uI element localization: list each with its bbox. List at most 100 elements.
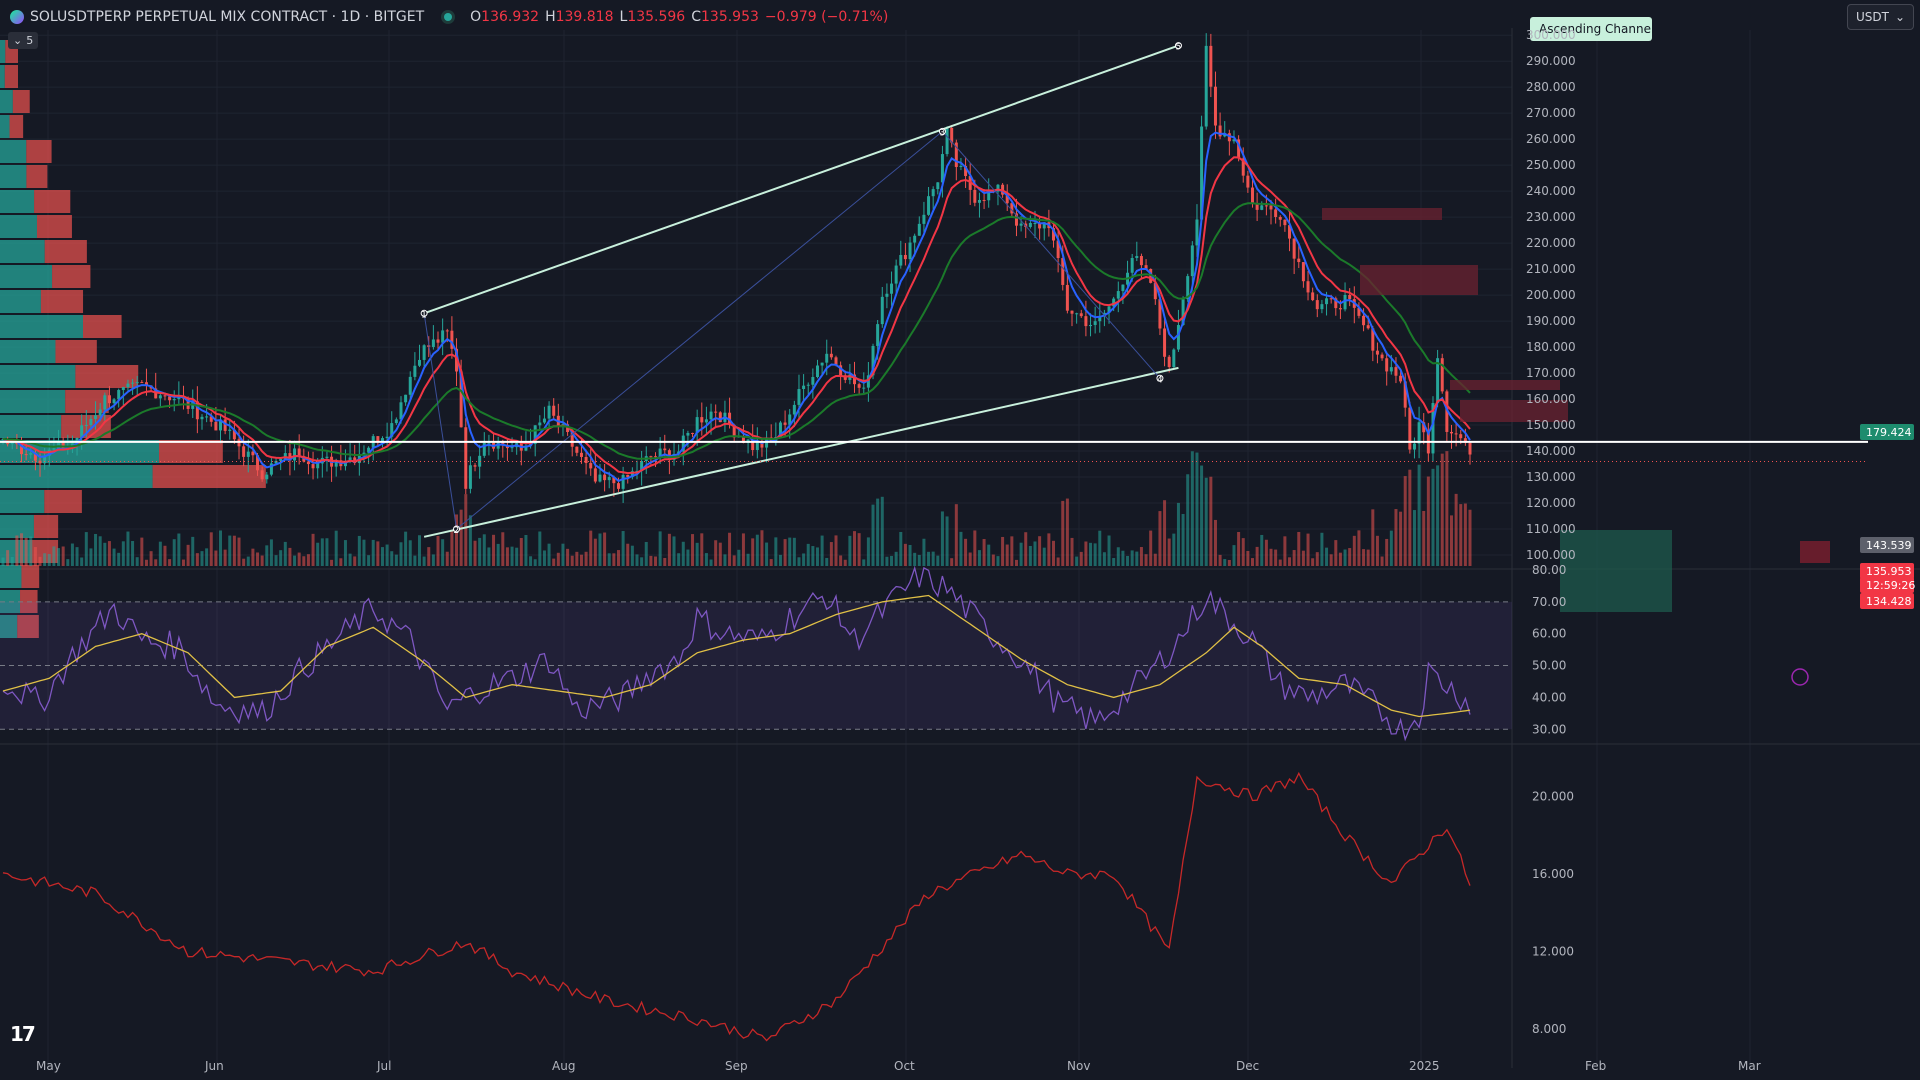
close-label: C (691, 9, 701, 25)
profile-bar-down (44, 240, 87, 263)
volume-bar (376, 541, 380, 566)
candle-body (973, 189, 977, 203)
volume-bar (367, 555, 371, 566)
zone-box (1322, 208, 1442, 220)
candle-body (899, 254, 903, 266)
pivot-marker (1174, 42, 1182, 50)
candle-body (1116, 291, 1120, 299)
volume-bar (1454, 493, 1458, 566)
candle-body (251, 451, 255, 456)
candle-body (1389, 367, 1393, 372)
volume-bar (1186, 474, 1190, 566)
candle-body (1065, 284, 1069, 311)
volume-bar (371, 539, 375, 566)
candle-body (1056, 240, 1060, 259)
volume-bar (1158, 511, 1162, 566)
volume-bar (1047, 533, 1051, 566)
pivot-label: 5 (1175, 43, 1181, 53)
volume-bar (1126, 555, 1130, 566)
volume-bar (1436, 465, 1440, 566)
profile-bar-down (52, 265, 91, 288)
volume-bar (612, 553, 616, 566)
candle-body (1315, 300, 1319, 310)
candle-body (1186, 276, 1190, 300)
volume-bar (1075, 556, 1079, 566)
volume-bar (579, 554, 583, 566)
candle-body (1042, 222, 1046, 229)
channel-lower-line (423, 366, 1179, 538)
price-badge-label: 179.424 (1866, 426, 1912, 439)
candle-body (1468, 442, 1472, 455)
time-tick-label: Dec (1236, 1059, 1259, 1073)
candle-body (996, 184, 1000, 192)
candle-body (140, 382, 144, 384)
volume-bar (542, 550, 546, 566)
volume-bar (589, 530, 593, 566)
candle-body (695, 417, 699, 434)
candle-body (1380, 354, 1384, 359)
volume-bar (908, 544, 912, 566)
volume-bar (876, 498, 880, 566)
volume-bar (348, 553, 352, 566)
volume-bar (880, 496, 884, 566)
volume-bar (829, 542, 833, 566)
candle-body (1089, 324, 1093, 327)
price-tick-label: 290.000 (1526, 54, 1576, 68)
volume-bar (1385, 538, 1389, 566)
symbol-logo-icon (10, 10, 24, 24)
volume-bar (232, 535, 236, 566)
volume-bar (47, 553, 51, 566)
candle-body (246, 451, 250, 457)
volume-bar (362, 539, 366, 566)
volume-bar (987, 544, 991, 566)
volume-bar (616, 550, 620, 566)
volume-bar (1014, 559, 1018, 566)
candle-body (1399, 375, 1403, 382)
volume-bar (1042, 547, 1046, 566)
candle-body (144, 382, 148, 386)
candle-body (1445, 391, 1449, 432)
candle-body (103, 395, 107, 410)
candle-body (1005, 194, 1009, 204)
price-badge (1860, 424, 1914, 440)
candle-body (1334, 298, 1338, 309)
volume-bar (529, 556, 533, 566)
volume-bar (1260, 534, 1264, 566)
currency-selector[interactable]: USDT ⌄ (1846, 4, 1914, 30)
candle-body (1195, 219, 1199, 246)
candle-body (131, 382, 135, 384)
profile-bar-up (0, 390, 66, 413)
time-tick-label: Feb (1585, 1059, 1606, 1073)
candle-body (686, 432, 690, 436)
candle-body (977, 199, 981, 203)
candle-body (1181, 299, 1185, 326)
candle-body (348, 457, 352, 462)
indicators-collapse-button[interactable]: ⌄ 5 (8, 32, 39, 49)
volume-bar (1028, 545, 1032, 566)
volume-bar (1172, 533, 1176, 566)
volume-bar (38, 556, 42, 566)
profile-bar-up (0, 115, 10, 138)
candle-body (1422, 422, 1426, 433)
volume-bar (890, 555, 894, 566)
volume-bar (839, 555, 843, 566)
volume-bar (1288, 557, 1292, 566)
candle-body (242, 446, 246, 457)
candle-body (1033, 222, 1037, 224)
volume-bar (181, 559, 185, 566)
symbol-title[interactable]: SOLUSDTPERP PERPETUAL MIX CONTRACT · 1D … (30, 9, 425, 25)
candle-body (478, 455, 482, 467)
volume-bar (677, 553, 681, 566)
candle-body (1366, 325, 1370, 329)
profile-bar-up (0, 65, 5, 88)
candle-body (353, 457, 357, 464)
candle-body (575, 446, 579, 453)
candle-body (811, 377, 815, 385)
volume-bar (885, 556, 889, 566)
candle-body (700, 417, 704, 423)
volume-bars (1, 451, 1472, 566)
volume-bar (1190, 451, 1194, 566)
candle-body (1255, 203, 1259, 210)
volume-bar (353, 556, 357, 566)
